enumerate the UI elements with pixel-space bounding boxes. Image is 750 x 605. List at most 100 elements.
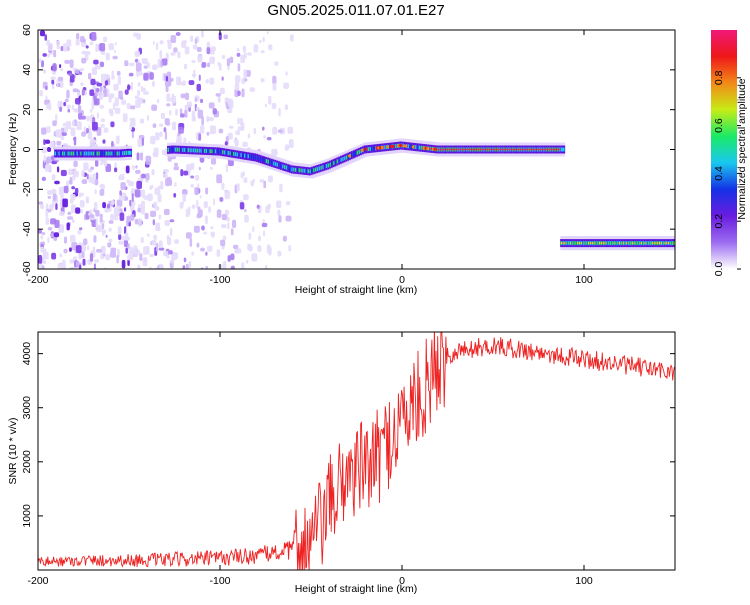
spectrogram-noise-cell (141, 173, 146, 179)
spectrogram-noise-cell (41, 146, 47, 154)
spectrogram-noise-cell (224, 141, 228, 146)
spectrogram-noise-cell (78, 193, 82, 198)
spectrogram-noise-cell (285, 71, 288, 76)
spectrogram-noise-cell (95, 172, 99, 180)
spectrogram-noise-cell (261, 222, 268, 228)
spectrogram-noise-cell (140, 86, 144, 93)
spectrogram-noise-cell (47, 195, 52, 199)
spectrogram-noise-cell (66, 180, 69, 188)
spectrogram-noise-cell (275, 148, 278, 156)
spectrogram-noise-cell (110, 213, 114, 221)
spectrogram-noise-cell (80, 35, 85, 43)
spectrogram-noise-cell (66, 222, 70, 231)
spectrogram-noise-cell (243, 52, 247, 59)
spectrogram-noise-cell (142, 257, 148, 267)
spectrogram-noise-cell (151, 239, 156, 246)
spectrogram-noise-cell (116, 199, 123, 207)
spectrogram-noise-cell (74, 69, 80, 74)
spectrogram-noise-cell (137, 203, 142, 209)
spectrogram-noise-cell (76, 32, 80, 41)
spectrogram-noise-cell (158, 247, 165, 251)
spectrogram-noise-cell (195, 106, 200, 111)
spectrogram-noise-cell (81, 50, 86, 55)
spectrogram-noise-cell (92, 246, 96, 252)
spectrogram-noise-cell (108, 268, 109, 269)
spectrogram-noise-cell (73, 136, 77, 146)
spectrogram-noise-cell (171, 252, 177, 261)
spectrogram-noise-cell (78, 71, 83, 75)
spectrogram-track-core (127, 150, 132, 155)
spectrogram-noise-cell (205, 187, 209, 195)
spectrogram-noise-cell (184, 92, 190, 101)
spectrogram-noise-cell (180, 113, 185, 118)
spectrogram-noise-cell (137, 89, 141, 96)
spectrogram-noise-cell (143, 72, 149, 81)
spectrogram-noise-cell (139, 71, 143, 76)
spectrogram-noise-cell (166, 103, 171, 107)
spectrogram-noise-cell (40, 204, 45, 209)
spectrogram-noise-cell (53, 236, 58, 241)
spectrogram-noise-cell (89, 41, 94, 46)
colorbar-gradient (711, 30, 737, 269)
snr-x-tick-label: 0 (399, 575, 405, 587)
spectrogram-noise-cell (155, 243, 159, 252)
spectrogram-noise-cell (104, 80, 108, 86)
spectrogram-noise-cell (205, 79, 209, 84)
spectrogram-y-label: Frequency (Hz) (7, 113, 19, 185)
spectrogram-noise-cell (74, 168, 77, 178)
spectrogram-noise-cell (173, 166, 180, 171)
spectrogram-noise-cell (66, 39, 72, 47)
spectrogram-noise-cell (121, 99, 127, 105)
spectrogram-noise-cell (208, 102, 215, 109)
spectrogram-noise-cell (66, 89, 70, 99)
spectrogram-noise-cell (267, 175, 273, 183)
spectrogram-noise-cell (71, 104, 75, 110)
spectrogram-noise-cell (39, 90, 44, 97)
spectrogram-noise-cell (127, 254, 134, 261)
spectrogram-noise-cell (114, 167, 118, 173)
spectrogram-noise-cell (284, 104, 289, 111)
spectrogram-noise-cell (196, 213, 202, 219)
spectrogram-noise-cell (211, 233, 215, 238)
spectrogram-noise-cell (131, 193, 134, 202)
spectrogram-noise-cell (62, 198, 68, 208)
spectrogram-noise-cell (191, 204, 196, 209)
spectrogram-x-label: Height of straight line (km) (295, 284, 418, 296)
spectrogram-noise-cell (124, 60, 129, 67)
spectrogram-noise-cell (227, 132, 233, 140)
spectrogram-noise-cell (75, 97, 81, 105)
spectrogram-noise-cell (129, 62, 135, 67)
spectrogram-noise-cell (121, 235, 125, 241)
spectrogram-noise-cell (89, 213, 94, 219)
spectrogram-noise-cell (151, 168, 155, 176)
spectrogram-noise-cell (163, 250, 169, 257)
snr-x-tick-label: 100 (575, 575, 593, 587)
spectrogram-noise-cell (193, 225, 200, 233)
spectrogram-noise-cell (252, 178, 255, 183)
spectrogram-noise-cell (90, 78, 96, 86)
spectrogram-noise-cell (197, 183, 200, 189)
spectrogram-noise-cell (160, 112, 165, 119)
spectrogram-noise-cell (232, 244, 239, 250)
spectrogram-noise-cell (111, 141, 114, 148)
spectrogram-noise-cell (47, 146, 52, 152)
spectrogram-x-tick-label: 100 (575, 274, 593, 286)
spectrogram-noise-cell (220, 224, 227, 229)
spectrogram-noise-cell (103, 267, 106, 269)
spectrogram-noise-cell (155, 42, 159, 51)
spectrogram-noise-cell (115, 205, 121, 210)
spectrogram-noise-cell (158, 240, 163, 249)
spectrogram-noise-cell (75, 207, 81, 214)
spectrogram-noise-cell (175, 108, 178, 116)
spectrogram-noise-cell (198, 133, 202, 141)
spectrogram-y-tick-label: 0 (21, 146, 33, 152)
spectrogram-noise-cell (190, 175, 195, 179)
spectrogram-noise-cell (52, 193, 57, 201)
spectrogram-noise-cell (239, 117, 244, 126)
snr-x-label: Height of straight line (km) (295, 583, 418, 595)
spectrogram-noise-cell (100, 86, 103, 93)
spectrogram-noise-cell (93, 59, 99, 65)
spectrogram-noise-cell (228, 125, 234, 129)
spectrogram-noise-cell (219, 87, 225, 95)
